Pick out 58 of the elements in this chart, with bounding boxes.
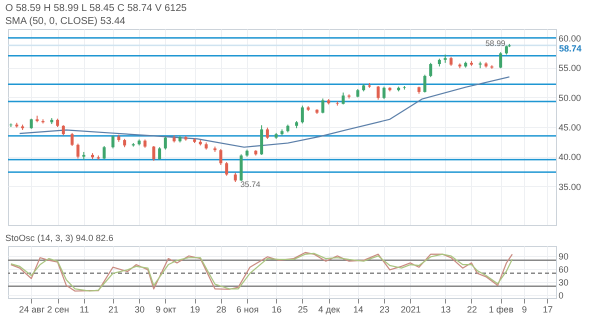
x-tick-label: 21 [108,304,118,314]
y-tick-label: 90 [558,251,569,262]
candlestick [499,52,502,69]
x-tick-label: 16 [272,304,282,314]
chart-subtitle: SMA (50, 0, CLOSE) 53.44 [5,16,126,27]
x-tick-label: 19 [190,304,200,314]
candlestick [158,146,162,160]
x-tick-label: 22 [466,304,477,314]
candlestick [234,172,237,182]
candlestick [70,132,74,147]
annotation: 35.74 [240,180,261,189]
x-tick-label: 6 ноя [236,304,259,314]
y-tick-label: 0 [558,290,564,300]
candlestick [423,74,426,94]
x-tick-label: 25 [298,304,308,314]
x-tick-label: 23 [380,304,390,314]
candlestick [62,124,65,136]
candlestick [111,134,114,149]
x-tick-label: 11 [80,304,89,314]
y-tick-label: 45.00 [558,122,582,132]
x-tick-label: 2 сен [47,304,70,314]
candlestick [266,127,269,140]
candlestick [102,146,106,160]
annotation: 58.99 [485,38,506,48]
x-tick-label: 13 [440,304,451,314]
candlestick [342,92,345,105]
x-tick-label: 1 фев [488,304,514,314]
candlestick [219,148,222,166]
y-tick-label: 60.00 [558,33,582,44]
ref-line-label: 58.74 [559,43,582,54]
chart-title: StoOsc (14, 3, 3) 94.0 82.6 [5,233,114,243]
x-tick-label: 17 [542,304,553,314]
candlestick [300,105,304,124]
line-series [19,76,510,148]
candlestick [164,136,167,150]
y-tick-label: 60 [558,264,569,274]
candlestick [225,162,228,176]
x-tick-label: 24 авг [19,304,46,314]
candlestick [30,118,33,130]
chart-title: O 58.59 H 58.99 L 58.45 C 58.74 V 6125 [5,3,188,14]
y-tick-label: 30 [558,277,569,288]
candlestick [321,98,324,114]
candlestick [382,86,386,100]
y-tick-label: 55.00 [558,63,582,74]
x-tick-label: 14 [353,304,364,314]
candlestick [76,143,80,159]
x-tick-label: 4 дек [318,304,340,314]
x-tick-label: 9 окт [156,304,176,314]
x-tick-label: 28 [216,304,226,314]
y-tick-label: 35.00 [558,182,582,192]
x-tick-label: 30 [134,304,145,314]
x-tick-label: 9 [522,304,527,314]
candlestick [429,62,432,78]
y-tick-label: 50.00 [558,92,582,103]
x-tick-label: 2021 [400,304,421,314]
candlestick [152,146,156,162]
y-tick-label: 40.00 [558,152,582,162]
candlestick [376,86,380,100]
